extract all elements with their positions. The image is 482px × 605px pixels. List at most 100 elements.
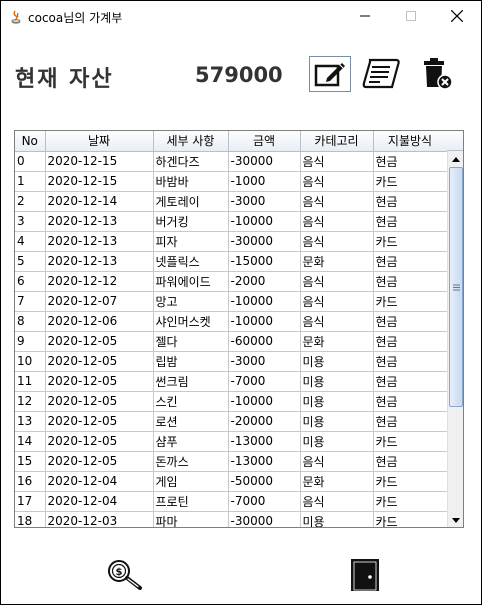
table-cell[interactable]: 현금 [373,151,448,172]
table-row[interactable]: 3 2020-12-13 버거킹 -10000 음식 현금 [15,211,448,232]
table-cell[interactable]: 3 [15,211,46,232]
table-row[interactable]: 9 2020-12-05 젤다 -60000 문화 현금 [15,331,448,352]
table-cell[interactable]: 9 [15,331,46,352]
table-cell[interactable]: 2 [15,191,46,212]
table-row[interactable]: 18 2020-12-03 파마 -30000 미용 카드 [15,511,448,527]
table-cell[interactable]: 현금 [373,451,448,472]
table-cell[interactable]: 2020-12-12 [45,271,154,292]
table-cell[interactable]: -10000 [228,311,301,332]
table-cell[interactable]: 2020-12-05 [45,331,154,352]
column-header[interactable]: 세부 사항 [153,131,229,152]
table-cell[interactable]: 프로틴 [153,491,229,512]
table-cell[interactable]: 망고 [153,291,229,312]
exit-button[interactable] [343,555,387,595]
table-cell[interactable]: 2020-12-05 [45,411,154,432]
table-cell[interactable]: 2020-12-13 [45,231,154,252]
table-cell[interactable]: 현금 [373,311,448,332]
table-cell[interactable]: 카드 [373,471,448,492]
table-cell[interactable]: 2020-12-15 [45,171,154,192]
table-cell[interactable]: 2020-12-04 [45,491,154,512]
table-cell[interactable]: 현금 [373,351,448,372]
table-cell[interactable]: 립밤 [153,351,229,372]
table-cell[interactable]: 2020-12-15 [45,151,154,172]
table-row[interactable]: 8 2020-12-06 샤인머스켓 -10000 음식 현금 [15,311,448,332]
column-header[interactable]: 날짜 [45,131,154,152]
table-cell[interactable]: 음식 [300,451,374,472]
table-cell[interactable]: -15000 [228,251,301,272]
table-cell[interactable]: -10000 [228,211,301,232]
table-cell[interactable]: 2020-12-03 [45,511,154,527]
table-row[interactable]: 14 2020-12-05 샴푸 -13000 미용 카드 [15,431,448,452]
table-cell[interactable]: -50000 [228,471,301,492]
table-cell[interactable]: -30000 [228,511,301,527]
table-cell[interactable]: -20000 [228,411,301,432]
table-row[interactable]: 2 2020-12-14 게토레이 -3000 음식 현금 [15,191,448,212]
table-cell[interactable]: 현금 [373,251,448,272]
table-cell[interactable]: 현금 [373,271,448,292]
table-cell[interactable]: 18 [15,511,46,527]
table-cell[interactable]: 카드 [373,231,448,252]
table-cell[interactable]: 파워에이드 [153,271,229,292]
column-header[interactable]: No [15,131,46,152]
table-cell[interactable]: 현금 [373,391,448,412]
table-cell[interactable]: 미용 [300,371,374,392]
table-cell[interactable]: -60000 [228,331,301,352]
table-cell[interactable]: 문화 [300,331,374,352]
scroll-down-button[interactable] [448,512,463,527]
table-cell[interactable]: 카드 [373,431,448,452]
table-cell[interactable]: 4 [15,231,46,252]
table-cell[interactable]: -7000 [228,371,301,392]
edit-button[interactable] [309,56,351,92]
table-row[interactable]: 16 2020-12-04 게임 -50000 문화 카드 [15,471,448,492]
table-cell[interactable]: 피자 [153,231,229,252]
table-cell[interactable]: 6 [15,271,46,292]
table-cell[interactable]: -30000 [228,231,301,252]
column-header[interactable]: 카테고리 [300,131,374,152]
table-cell[interactable]: -10000 [228,391,301,412]
table-cell[interactable]: 하겐다즈 [153,151,229,172]
table-cell[interactable]: 11 [15,371,46,392]
table-cell[interactable]: 2020-12-13 [45,211,154,232]
table-cell[interactable]: 13 [15,411,46,432]
table-cell[interactable]: 미용 [300,391,374,412]
table-cell[interactable]: 5 [15,251,46,272]
transaction-table[interactable]: No 날짜 세부 사항 금액 카테고리 지불방식 0 2020-12-15 하겐다즈… [14,130,464,528]
table-cell[interactable]: 14 [15,431,46,452]
table-cell[interactable]: 음식 [300,291,374,312]
table-cell[interactable]: 미용 [300,411,374,432]
table-row[interactable]: 4 2020-12-13 피자 -30000 음식 카드 [15,231,448,252]
table-cell[interactable]: 1 [15,171,46,192]
delete-button[interactable] [416,56,458,92]
receipt-button[interactable] [361,56,403,92]
table-row[interactable]: 5 2020-12-13 넷플릭스 -15000 문화 현금 [15,251,448,272]
vertical-scrollbar[interactable] [447,151,463,527]
table-cell[interactable]: 샴푸 [153,431,229,452]
table-cell[interactable]: 8 [15,311,46,332]
table-cell[interactable]: 12 [15,391,46,412]
table-cell[interactable]: 카드 [373,171,448,192]
table-cell[interactable]: 현금 [373,331,448,352]
table-cell[interactable]: 미용 [300,431,374,452]
table-cell[interactable]: 문화 [300,471,374,492]
table-cell[interactable]: 음식 [300,191,374,212]
table-cell[interactable]: -3000 [228,191,301,212]
table-cell[interactable]: 음식 [300,491,374,512]
table-cell[interactable]: 2020-12-05 [45,431,154,452]
table-cell[interactable]: 음식 [300,151,374,172]
column-header[interactable]: 지불방식 [373,131,448,152]
table-cell[interactable]: 로션 [153,411,229,432]
table-cell[interactable]: 바밤바 [153,171,229,192]
table-cell[interactable]: 썬크림 [153,371,229,392]
table-cell[interactable]: 현금 [373,371,448,392]
table-cell[interactable]: -30000 [228,151,301,172]
table-cell[interactable]: 젤다 [153,331,229,352]
table-cell[interactable]: 카드 [373,511,448,527]
table-row[interactable]: 17 2020-12-04 프로틴 -7000 음식 카드 [15,491,448,512]
table-cell[interactable]: 넷플릭스 [153,251,229,272]
close-button[interactable] [434,1,480,31]
table-row[interactable]: 0 2020-12-15 하겐다즈 -30000 음식 현금 [15,151,448,172]
table-cell[interactable]: 음식 [300,211,374,232]
table-cell[interactable]: 미용 [300,511,374,527]
table-cell[interactable]: -1000 [228,171,301,192]
minimize-button[interactable] [342,1,388,31]
